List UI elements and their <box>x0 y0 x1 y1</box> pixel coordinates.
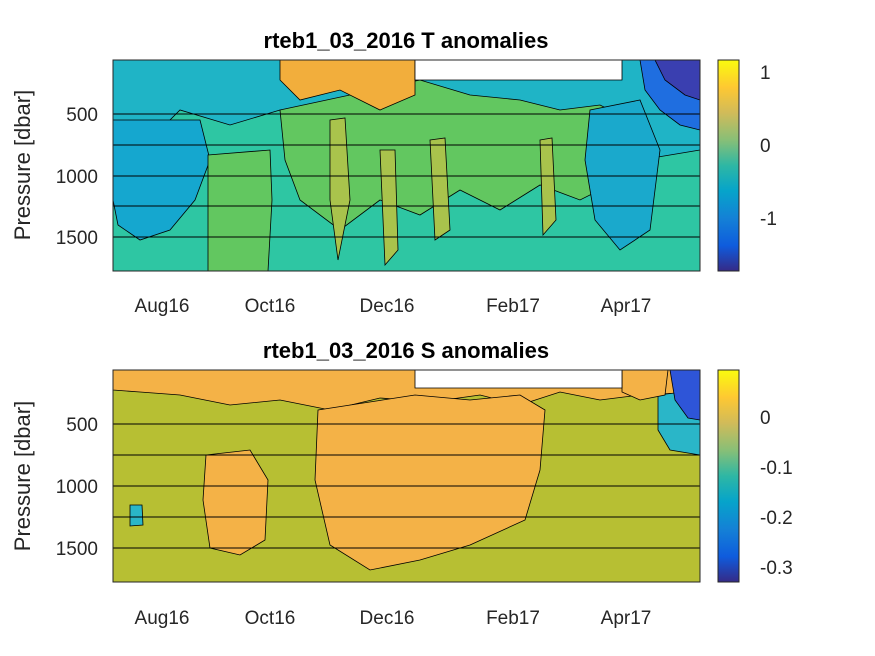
s-colorbar-tick: 0 <box>760 408 771 429</box>
s-colorbar-tick: -0.1 <box>760 458 793 479</box>
t-y-ticks: 500 1000 1500 <box>56 105 98 249</box>
t-ytick-label: 1500 <box>56 228 98 249</box>
t-colorbar-gradient <box>717 59 740 272</box>
t-ytick-label: 500 <box>66 105 98 126</box>
s-ytick-label: 500 <box>66 415 98 436</box>
t-x-ticks: Aug16 Oct16 Dec16 Feb17 Apr17 <box>135 296 652 317</box>
s-anomalies-panel: rteb1_03_2016 S anomalies <box>10 338 793 629</box>
t-surface-deep <box>654 60 700 101</box>
s-xtick-label: Oct16 <box>245 608 296 629</box>
s-colorbar-gradient <box>717 369 740 583</box>
t-xtick-label: Dec16 <box>360 296 415 317</box>
t-xtick-label: Apr17 <box>601 296 652 317</box>
s-ytick-label: 1500 <box>56 539 98 560</box>
s-xtick-label: Aug16 <box>135 608 190 629</box>
t-colorbar-tick: 0 <box>760 136 771 157</box>
s-plot-area <box>113 370 700 582</box>
t-axes-box <box>112 59 701 272</box>
t-colorbar-tick: -1 <box>760 209 777 230</box>
s-missing-data <box>414 370 623 389</box>
s-saline-top-right <box>621 370 669 401</box>
s-colorbar-tick: -0.3 <box>760 558 793 579</box>
t-pressure-gridlines <box>113 113 700 238</box>
s-xtick-label: Dec16 <box>360 608 415 629</box>
s-saline-column-dec <box>314 394 546 571</box>
t-late-cool <box>584 99 661 251</box>
t-ytick-label: 1000 <box>56 167 98 188</box>
s-colorbar-tick: -0.2 <box>760 508 793 529</box>
t-xtick-label: Feb17 <box>486 296 540 317</box>
s-fresh-patch <box>129 504 144 527</box>
s-axes-box <box>112 369 701 583</box>
t-anomalies-panel: rteb1_03_2016 T anomalies <box>10 28 777 317</box>
s-x-ticks: Aug16 Oct16 Dec16 Feb17 Apr17 <box>135 608 652 629</box>
t-xtick-label: Aug16 <box>135 296 190 317</box>
t-ylabel: Pressure [dbar] <box>10 90 35 240</box>
s-saline-blob-oct <box>202 449 269 556</box>
s-y-ticks: 500 1000 1500 <box>56 415 98 560</box>
t-cool-patch <box>113 119 211 241</box>
s-xtick-label: Apr17 <box>601 608 652 629</box>
t-chart-title: rteb1_03_2016 T anomalies <box>264 28 549 53</box>
t-colorbar-tick: 1 <box>760 63 771 84</box>
t-colorbar: 1 0 -1 <box>717 59 777 272</box>
t-plot-area <box>113 60 700 271</box>
s-ylabel: Pressure [dbar] <box>10 401 35 551</box>
t-olive-streaks <box>329 117 557 267</box>
s-ytick-label: 1000 <box>56 477 98 498</box>
t-warm-column <box>207 149 273 271</box>
t-xtick-label: Oct16 <box>245 296 296 317</box>
s-pressure-gridlines <box>113 423 700 549</box>
s-colorbar: 0 -0.1 -0.2 -0.3 <box>717 369 793 583</box>
s-chart-title: rteb1_03_2016 S anomalies <box>263 338 549 363</box>
t-missing-data <box>414 60 623 81</box>
s-fresh-deep <box>669 370 700 421</box>
s-xtick-label: Feb17 <box>486 608 540 629</box>
